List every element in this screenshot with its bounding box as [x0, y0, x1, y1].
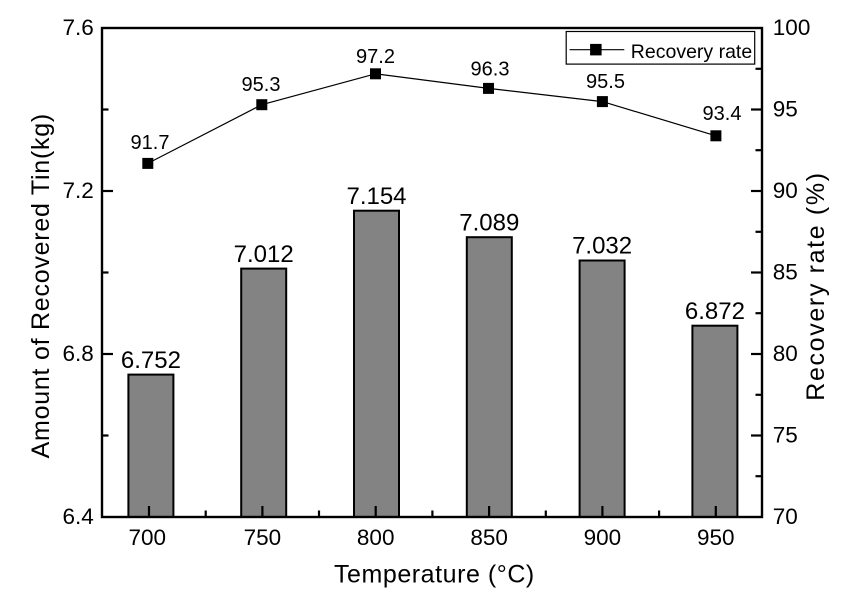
svg-text:96.3: 96.3: [471, 59, 510, 81]
svg-text:850: 850: [470, 525, 508, 550]
svg-text:6.4: 6.4: [63, 504, 94, 529]
svg-text:90: 90: [773, 178, 798, 203]
svg-text:95.5: 95.5: [586, 71, 625, 93]
svg-text:7.032: 7.032: [572, 233, 632, 260]
svg-text:97.2: 97.2: [356, 46, 395, 68]
svg-text:80: 80: [773, 341, 798, 366]
svg-text:91.7: 91.7: [131, 132, 170, 154]
svg-text:93.4: 93.4: [703, 103, 742, 125]
svg-text:95: 95: [773, 96, 798, 121]
svg-text:800: 800: [357, 525, 395, 550]
svg-text:95.3: 95.3: [242, 74, 281, 96]
svg-text:750: 750: [244, 525, 282, 550]
svg-text:6.8: 6.8: [63, 341, 94, 366]
svg-text:85: 85: [773, 259, 798, 284]
svg-text:6.872: 6.872: [685, 298, 745, 325]
svg-text:75: 75: [773, 422, 798, 447]
svg-text:7.089: 7.089: [459, 209, 519, 236]
svg-text:950: 950: [697, 525, 735, 550]
svg-text:Recovery rate (%): Recovery rate (%): [802, 171, 830, 401]
svg-text:70: 70: [773, 504, 798, 529]
svg-text:700: 700: [129, 525, 167, 550]
svg-text:100: 100: [773, 15, 811, 40]
svg-text:Recovery rate: Recovery rate: [631, 41, 752, 63]
svg-text:6.752: 6.752: [121, 347, 181, 374]
svg-text:Amount of Recovered Tin(kg): Amount of Recovered Tin(kg): [27, 113, 55, 458]
svg-text:7.6: 7.6: [63, 15, 94, 40]
svg-text:Temperature (°C): Temperature (°C): [334, 561, 535, 589]
svg-text:900: 900: [584, 525, 622, 550]
svg-text:7.2: 7.2: [63, 178, 94, 203]
svg-text:7.012: 7.012: [234, 241, 294, 268]
svg-text:7.154: 7.154: [346, 183, 406, 210]
